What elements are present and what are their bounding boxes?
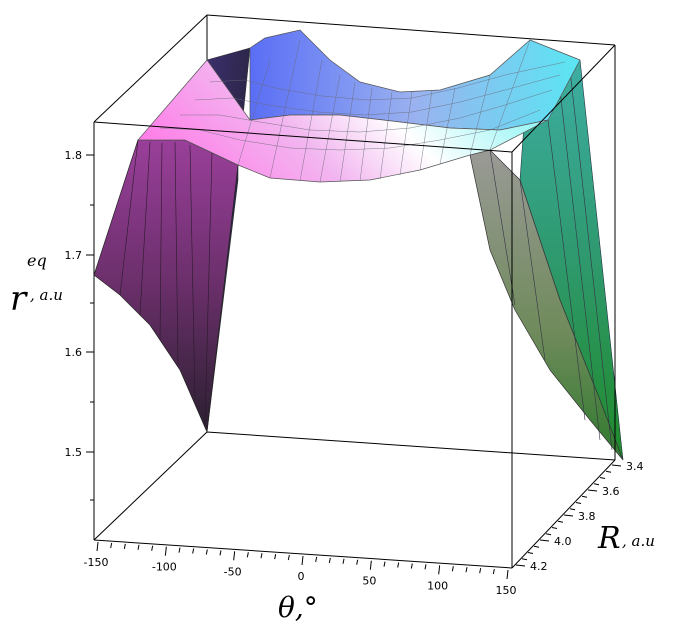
x-tick-label: 100 xyxy=(427,579,448,592)
x-tick-label: 150 xyxy=(496,584,517,597)
y-tick xyxy=(587,489,598,492)
bounding-box-front xyxy=(93,44,616,568)
x-tick xyxy=(274,554,277,560)
z-tick-label: 1.5 xyxy=(65,446,83,459)
top-surface-grid xyxy=(159,39,566,183)
y-tick xyxy=(599,477,606,479)
x-tick xyxy=(410,563,413,569)
x-tick xyxy=(356,559,359,565)
z-axis-title-main: r xyxy=(10,279,28,319)
y-tick xyxy=(605,470,612,473)
y-axis-title: R xyxy=(597,521,621,556)
surface-left-wall xyxy=(93,139,239,434)
x-tick xyxy=(465,567,468,573)
x-tick xyxy=(424,564,427,570)
y-tick xyxy=(527,552,534,554)
y-tick xyxy=(545,533,552,536)
surface-right-wall xyxy=(469,149,624,461)
x-tick xyxy=(233,551,236,561)
x-tick xyxy=(96,541,99,552)
y-tick xyxy=(611,464,622,467)
x-tick xyxy=(178,547,181,553)
x-tick-label: -100 xyxy=(152,561,177,574)
y-tick-labels: 3.4 3.6 3.8 4.0 4.2 xyxy=(530,460,644,573)
x-tick xyxy=(205,549,208,555)
y-tick-label: 4.0 xyxy=(554,535,572,548)
x-tick xyxy=(137,544,140,550)
y-tick xyxy=(581,495,588,498)
z-axis-sub: , a.u xyxy=(30,286,63,304)
x-tick xyxy=(328,557,331,563)
y-tick xyxy=(569,508,576,511)
y-tick-label: 4.2 xyxy=(530,560,548,573)
y-tick-label: 3.8 xyxy=(578,510,596,523)
x-tick xyxy=(219,550,222,556)
x-axis-title: θ,° xyxy=(278,591,318,624)
x-tick xyxy=(438,565,441,575)
x-tick xyxy=(506,569,509,580)
y-tick xyxy=(575,502,582,504)
x-tick xyxy=(451,566,454,572)
x-tick-labels: -150 -100 -50 0 50 100 150 xyxy=(84,556,517,597)
z-axis-sup: eq xyxy=(27,251,47,270)
x-tick xyxy=(492,568,495,575)
x-tick xyxy=(383,561,386,567)
y-tick xyxy=(563,514,574,517)
z-axis xyxy=(86,154,94,501)
z-tick-label: 1.7 xyxy=(65,249,83,262)
y-tick-label: 3.4 xyxy=(626,460,644,473)
y-tick xyxy=(551,527,558,529)
z-tick-label: 1.6 xyxy=(65,346,83,359)
x-tick xyxy=(151,545,154,551)
x-tick xyxy=(315,556,318,563)
x-tick-label: 0 xyxy=(298,570,305,583)
right-wall-grid xyxy=(489,69,613,451)
x-tick-label: 50 xyxy=(362,575,376,588)
x-tick-label: -50 xyxy=(224,565,242,578)
x-tick xyxy=(123,543,126,549)
y-tick xyxy=(539,539,550,542)
x-tick xyxy=(301,555,304,566)
z-tick-label: 1.8 xyxy=(65,149,83,162)
x-tick xyxy=(369,560,372,570)
x-tick xyxy=(192,548,195,554)
y-tick xyxy=(515,564,526,567)
x-axis xyxy=(96,541,509,580)
y-axis xyxy=(515,464,622,567)
y-tick xyxy=(593,483,600,486)
left-wall-grid xyxy=(119,139,213,426)
x-tick xyxy=(287,554,290,561)
z-axis-title: r xyxy=(10,279,28,319)
x-tick xyxy=(397,562,400,568)
y-tick xyxy=(533,545,540,548)
y-axis-sub: , a.u xyxy=(622,532,655,550)
x-tick xyxy=(110,542,113,549)
y-tick-label: 3.6 xyxy=(602,485,620,498)
x-tick xyxy=(479,568,482,574)
x-tick-label: -150 xyxy=(84,556,109,569)
x-tick xyxy=(260,553,263,559)
x-tick xyxy=(342,558,345,564)
y-tick xyxy=(521,558,528,561)
z-tick-labels: 1.5 1.6 1.7 1.8 xyxy=(65,149,83,459)
y-tick xyxy=(557,520,564,523)
x-tick xyxy=(164,546,167,556)
x-tick xyxy=(246,552,249,558)
